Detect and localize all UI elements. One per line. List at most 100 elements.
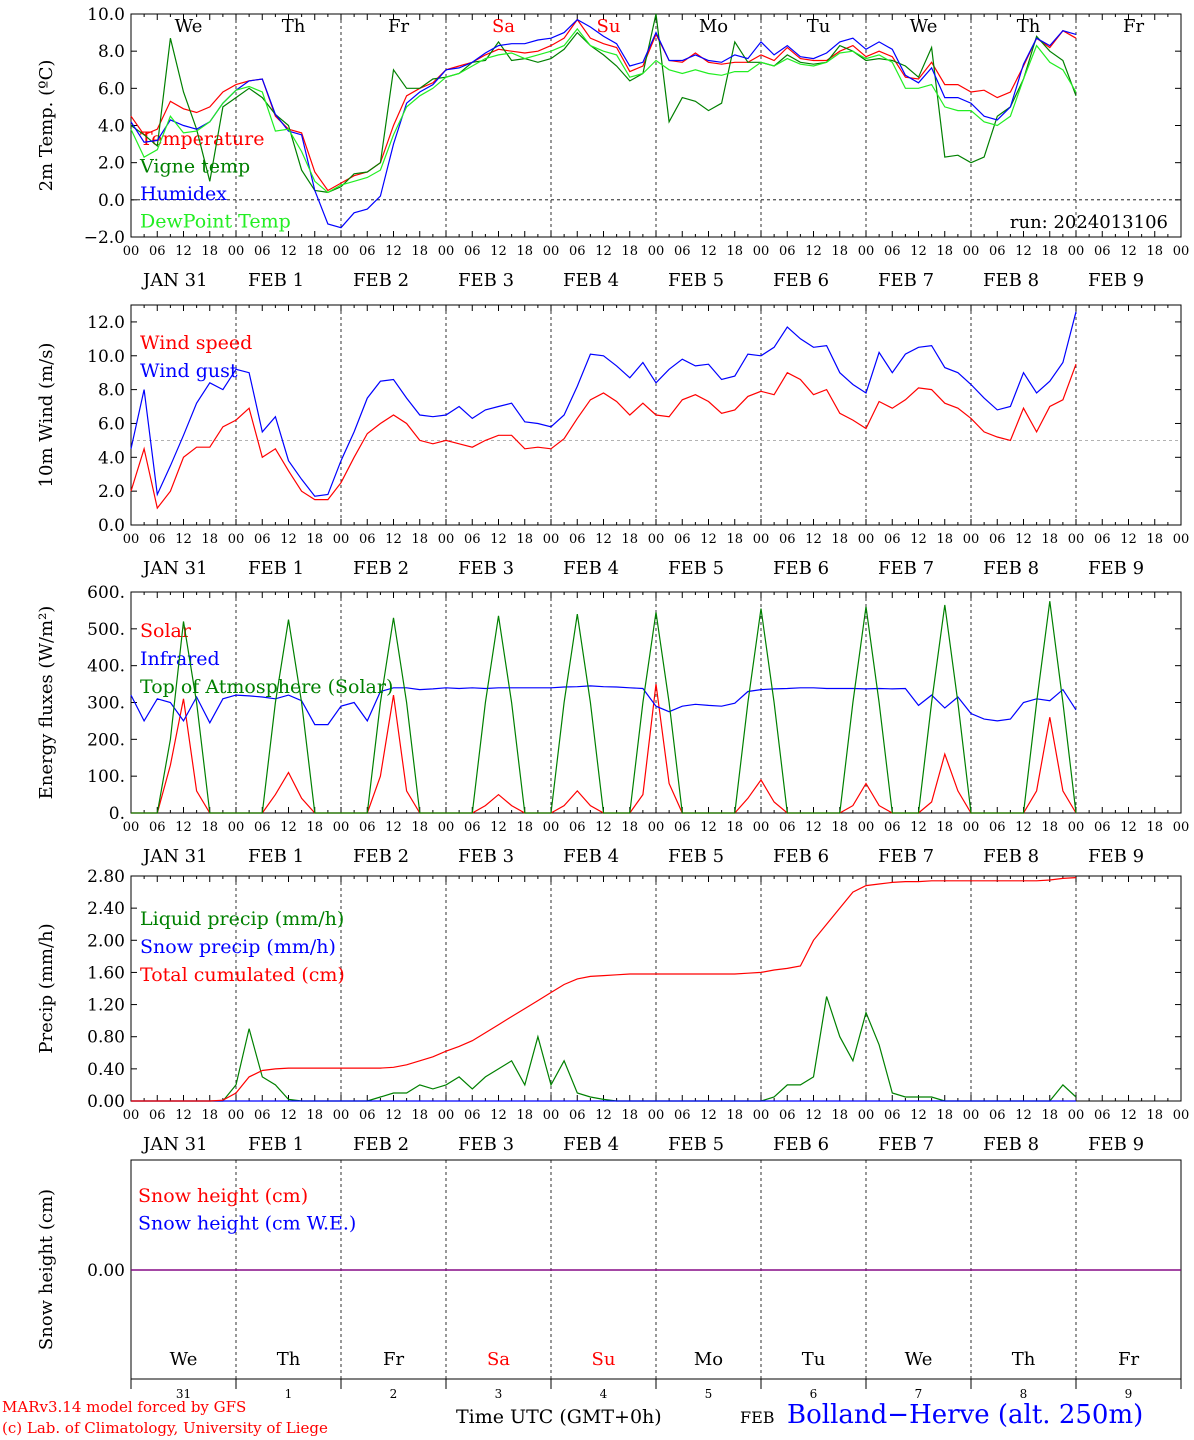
date-label: FEB 4 xyxy=(563,270,619,291)
y-tick-label: 6.0 xyxy=(98,79,125,99)
hour-label: 18 xyxy=(1146,532,1163,547)
y-tick-label: 6.0 xyxy=(98,414,125,434)
hour-label: 00 xyxy=(543,244,560,259)
hour-label: 12 xyxy=(1120,1108,1137,1123)
hour-label: 12 xyxy=(595,1108,612,1123)
hour-label: 12 xyxy=(595,820,612,835)
day-number: 9 xyxy=(1125,1387,1133,1401)
hour-label: 06 xyxy=(1094,820,1111,835)
legend-entry: Solar xyxy=(140,620,192,642)
hour-label: 12 xyxy=(385,532,402,547)
hour-label: 00 xyxy=(438,244,455,259)
date-label: JAN 31 xyxy=(141,1134,208,1155)
hour-label: 06 xyxy=(149,244,166,259)
hour-label: 06 xyxy=(149,820,166,835)
day-number: 1 xyxy=(285,1387,293,1401)
hour-label: 00 xyxy=(123,244,140,259)
hour-label: 06 xyxy=(149,1108,166,1123)
hour-label: 12 xyxy=(385,244,402,259)
weekday-label: Sa xyxy=(487,1349,510,1370)
y-tick-label: 10.0 xyxy=(87,347,125,367)
hour-label: 06 xyxy=(254,820,271,835)
hour-label: 12 xyxy=(700,820,717,835)
hour-label: 12 xyxy=(490,532,507,547)
hour-label: 06 xyxy=(359,820,376,835)
date-label: FEB 9 xyxy=(1088,270,1144,291)
model-credit-line1: MARv3.14 model forced by GFS xyxy=(2,1398,247,1416)
y-tick-label: 600. xyxy=(87,583,125,603)
y-tick-label: 12.0 xyxy=(87,313,125,333)
y-axis-title: Snow height (cm) xyxy=(36,1189,57,1350)
day-number: 31 xyxy=(176,1387,191,1401)
hour-label: 12 xyxy=(175,244,192,259)
weekday-label: Th xyxy=(1012,1349,1036,1370)
date-label: FEB 8 xyxy=(983,558,1039,579)
hour-label: 00 xyxy=(858,820,875,835)
date-label: FEB 9 xyxy=(1088,846,1144,867)
y-tick-label: 0.00 xyxy=(87,1092,125,1112)
y-tick-label: 2.0 xyxy=(98,154,125,174)
hour-label: 00 xyxy=(648,1108,665,1123)
hour-label: 00 xyxy=(963,244,980,259)
hour-label: 06 xyxy=(674,820,691,835)
weekday-label: Th xyxy=(277,1349,301,1370)
hour-label: 06 xyxy=(674,244,691,259)
y-tick-label: 400. xyxy=(87,657,125,677)
hour-label: 12 xyxy=(1120,244,1137,259)
hour-label: 06 xyxy=(569,820,586,835)
series-line xyxy=(130,311,1077,497)
hour-label: 12 xyxy=(1015,532,1032,547)
hour-label: 06 xyxy=(884,1108,901,1123)
hour-label: 18 xyxy=(831,1108,848,1123)
hour-label: 12 xyxy=(175,532,192,547)
hour-label: 00 xyxy=(1068,532,1085,547)
hour-label: 06 xyxy=(989,820,1006,835)
hour-label: 00 xyxy=(543,820,560,835)
hour-label: 00 xyxy=(1173,820,1190,835)
day-number: 5 xyxy=(705,1387,713,1401)
hour-label: 12 xyxy=(175,1108,192,1123)
hour-label: 06 xyxy=(989,244,1006,259)
hour-label: 06 xyxy=(674,1108,691,1123)
hour-label: 18 xyxy=(1041,532,1058,547)
hour-label: 00 xyxy=(333,532,350,547)
model-credit-line2: (c) Lab. of Climatology, University of L… xyxy=(2,1419,328,1437)
legend-entry: Vigne temp xyxy=(139,156,250,178)
legend-entry: Total cumulated (cm) xyxy=(140,964,345,986)
hour-label: 00 xyxy=(543,532,560,547)
weekday-label: Th xyxy=(282,16,306,37)
y-tick-label: 10.0 xyxy=(87,5,125,25)
date-label: FEB 4 xyxy=(563,558,619,579)
hour-label: 18 xyxy=(1146,820,1163,835)
hour-label: 12 xyxy=(1120,820,1137,835)
hour-label: 18 xyxy=(201,820,218,835)
hour-label: 00 xyxy=(1173,532,1190,547)
hour-label: 18 xyxy=(516,244,533,259)
date-label: FEB 9 xyxy=(1088,1134,1144,1155)
series-line xyxy=(130,27,1077,194)
hour-label: 06 xyxy=(359,1108,376,1123)
legend-entry: Temperature xyxy=(140,128,264,150)
weekday-label: We xyxy=(170,1349,198,1370)
hour-label: 00 xyxy=(858,532,875,547)
hour-label: 00 xyxy=(228,244,245,259)
hour-label: 06 xyxy=(254,1108,271,1123)
weekday-label: Tu xyxy=(802,1349,826,1370)
hour-label: 18 xyxy=(411,820,428,835)
date-label: FEB 5 xyxy=(668,558,724,579)
hour-label: 06 xyxy=(1094,1108,1111,1123)
hour-label: 00 xyxy=(123,820,140,835)
hour-label: 18 xyxy=(411,244,428,259)
hour-label: 00 xyxy=(648,244,665,259)
y-tick-label: 4.0 xyxy=(98,448,125,468)
hour-label: 06 xyxy=(1094,532,1111,547)
legend-entry: DewPoint Temp xyxy=(140,211,291,233)
weekday-label: We xyxy=(910,16,938,37)
hour-label: 12 xyxy=(910,244,927,259)
date-label: FEB 5 xyxy=(668,1134,724,1155)
y-axis-title: Energy fluxes (W/m²) xyxy=(36,606,57,800)
y-tick-label: 300. xyxy=(87,694,125,714)
weekday-label: Fr xyxy=(1123,16,1144,37)
date-label: FEB 9 xyxy=(1088,558,1144,579)
